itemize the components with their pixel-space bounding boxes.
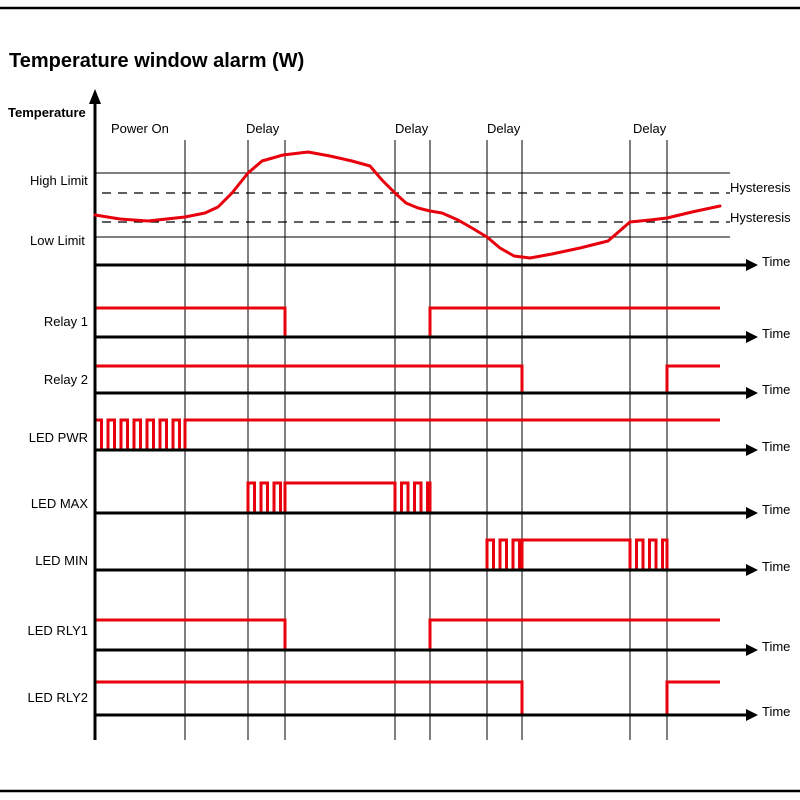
phase-label-power-on: Power On xyxy=(111,121,169,136)
time-axis-arrow-led-rly2 xyxy=(746,709,758,721)
signal-trace-led-min xyxy=(95,538,720,572)
signal-trace-relay-1 xyxy=(95,306,720,339)
signal-trace-led-rly2 xyxy=(95,680,720,717)
time-label-led-min: Time xyxy=(762,559,791,574)
time-label-temperature: Time xyxy=(762,254,791,269)
time-label-led-max: Time xyxy=(762,502,791,517)
hysteresis-high-label: Hysteresis xyxy=(730,180,791,195)
low-limit-label: Low Limit xyxy=(30,233,85,248)
row-label-relay-1: Relay 1 xyxy=(43,314,88,329)
phase-label-delay-4: Delay xyxy=(633,121,667,136)
row-label-led-min: LED MIN xyxy=(35,553,88,568)
time-label-relay-2: Time xyxy=(762,382,791,397)
time-label-led-rly2: Time xyxy=(762,704,791,719)
time-axis-arrow-led-min xyxy=(746,564,758,576)
row-label-led-rly2: LED RLY2 xyxy=(27,690,88,705)
row-label-relay-2: Relay 2 xyxy=(43,372,88,387)
time-label-led-pwr: Time xyxy=(762,439,791,454)
phase-label-delay-1: Delay xyxy=(246,121,280,136)
signal-trace-led-max xyxy=(95,481,720,515)
row-label-led-rly1: LED RLY1 xyxy=(27,623,88,638)
temperature-curve xyxy=(93,150,722,260)
hysteresis-low-label: Hysteresis xyxy=(730,210,791,225)
time-axis-arrow-led-max xyxy=(746,507,758,519)
signal-trace-led-rly1 xyxy=(95,618,720,652)
time-label-relay-1: Time xyxy=(762,326,791,341)
phase-label-delay-2: Delay xyxy=(395,121,429,136)
signal-trace-led-pwr xyxy=(95,418,720,452)
time-axis-arrow-temperature xyxy=(746,259,758,271)
temperature-axis-arrow xyxy=(89,89,101,104)
phase-label-delay-3: Delay xyxy=(487,121,521,136)
row-label-led-max: LED MAX xyxy=(30,496,88,511)
time-axis-arrow-relay-1 xyxy=(746,331,758,343)
signal-trace-relay-2 xyxy=(95,364,720,395)
temperature-axis-label: Temperature xyxy=(8,105,86,120)
time-label-led-rly1: Time xyxy=(762,639,791,654)
time-axis-arrow-relay-2 xyxy=(746,387,758,399)
time-axis-arrow-led-pwr xyxy=(746,444,758,456)
high-limit-label: High Limit xyxy=(30,173,88,188)
row-label-led-pwr: LED PWR xyxy=(28,430,88,445)
time-axis-arrow-led-rly1 xyxy=(746,644,758,656)
page-title: Temperature window alarm (W) xyxy=(9,50,305,72)
